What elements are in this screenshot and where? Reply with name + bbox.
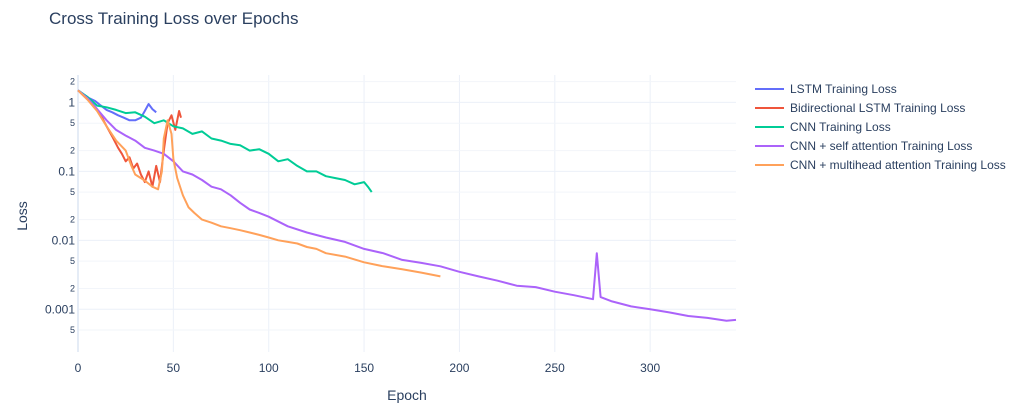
series-line-cnn-training-loss: [77, 89, 373, 193]
y-minor-tick-label: 5: [70, 118, 75, 128]
series-line-cnn-self-attention-training-loss: [77, 89, 737, 322]
y-minor-tick-label: 2: [70, 146, 75, 156]
x-tick-label: 100: [259, 361, 279, 375]
y-minor-tick-label: 2: [70, 284, 75, 294]
legend-item-cnn-multihead-attention-training-loss[interactable]: CNN + multihead attention Training Loss: [755, 158, 1006, 172]
x-tick-label: 150: [354, 361, 374, 375]
legend[interactable]: LSTM Training Loss Bidirectional LSTM Tra…: [755, 82, 1006, 172]
legend-item-cnn-self-attention-training-loss[interactable]: CNN + self attention Training Loss: [755, 139, 972, 153]
axes: 0 50 100 150 200 250 300 2 5 2 5 2 5 2 5 1 0.1 0.01 0.001: [45, 77, 661, 375]
series-lines: [77, 89, 737, 322]
series-line-cnn-multihead-attention-training-loss: [77, 89, 441, 278]
x-tick-label: 300: [640, 361, 660, 375]
y-minor-tick-label: 5: [70, 187, 75, 197]
y-tick-label: 0.1: [58, 164, 75, 178]
y-minor-tick-label: 5: [70, 256, 75, 266]
y-minor-tick-label: 2: [70, 215, 75, 225]
grid: [77, 75, 736, 352]
x-axis-title: Epoch: [387, 387, 427, 403]
y-minor-tick-label: 2: [70, 77, 75, 87]
legend-label: Bidirectional LSTM Training Loss: [790, 101, 965, 115]
legend-label: CNN + multihead attention Training Loss: [790, 158, 1006, 172]
y-axis-title: Loss: [14, 201, 30, 231]
x-tick-label: 250: [545, 361, 565, 375]
legend-item-lstm-training-loss[interactable]: LSTM Training Loss: [755, 82, 897, 96]
y-minor-tick-label: 5: [70, 325, 75, 335]
x-tick-label: 50: [167, 361, 181, 375]
chart-title: Cross Training Loss over Epochs: [49, 9, 298, 28]
y-tick-label: 1: [68, 95, 75, 109]
y-tick-label: 0.01: [52, 233, 76, 247]
legend-label: LSTM Training Loss: [790, 82, 897, 96]
x-tick-label: 0: [75, 361, 82, 375]
series-line-lstm-training-loss: [77, 89, 157, 122]
x-tick-label: 200: [449, 361, 469, 375]
legend-label: CNN Training Loss: [790, 120, 891, 134]
legend-item-cnn-training-loss[interactable]: CNN Training Loss: [755, 120, 891, 134]
legend-label: CNN + self attention Training Loss: [790, 139, 972, 153]
y-tick-label: 0.001: [45, 302, 75, 316]
legend-item-bidirectional-lstm-training-loss[interactable]: Bidirectional LSTM Training Loss: [755, 101, 965, 115]
